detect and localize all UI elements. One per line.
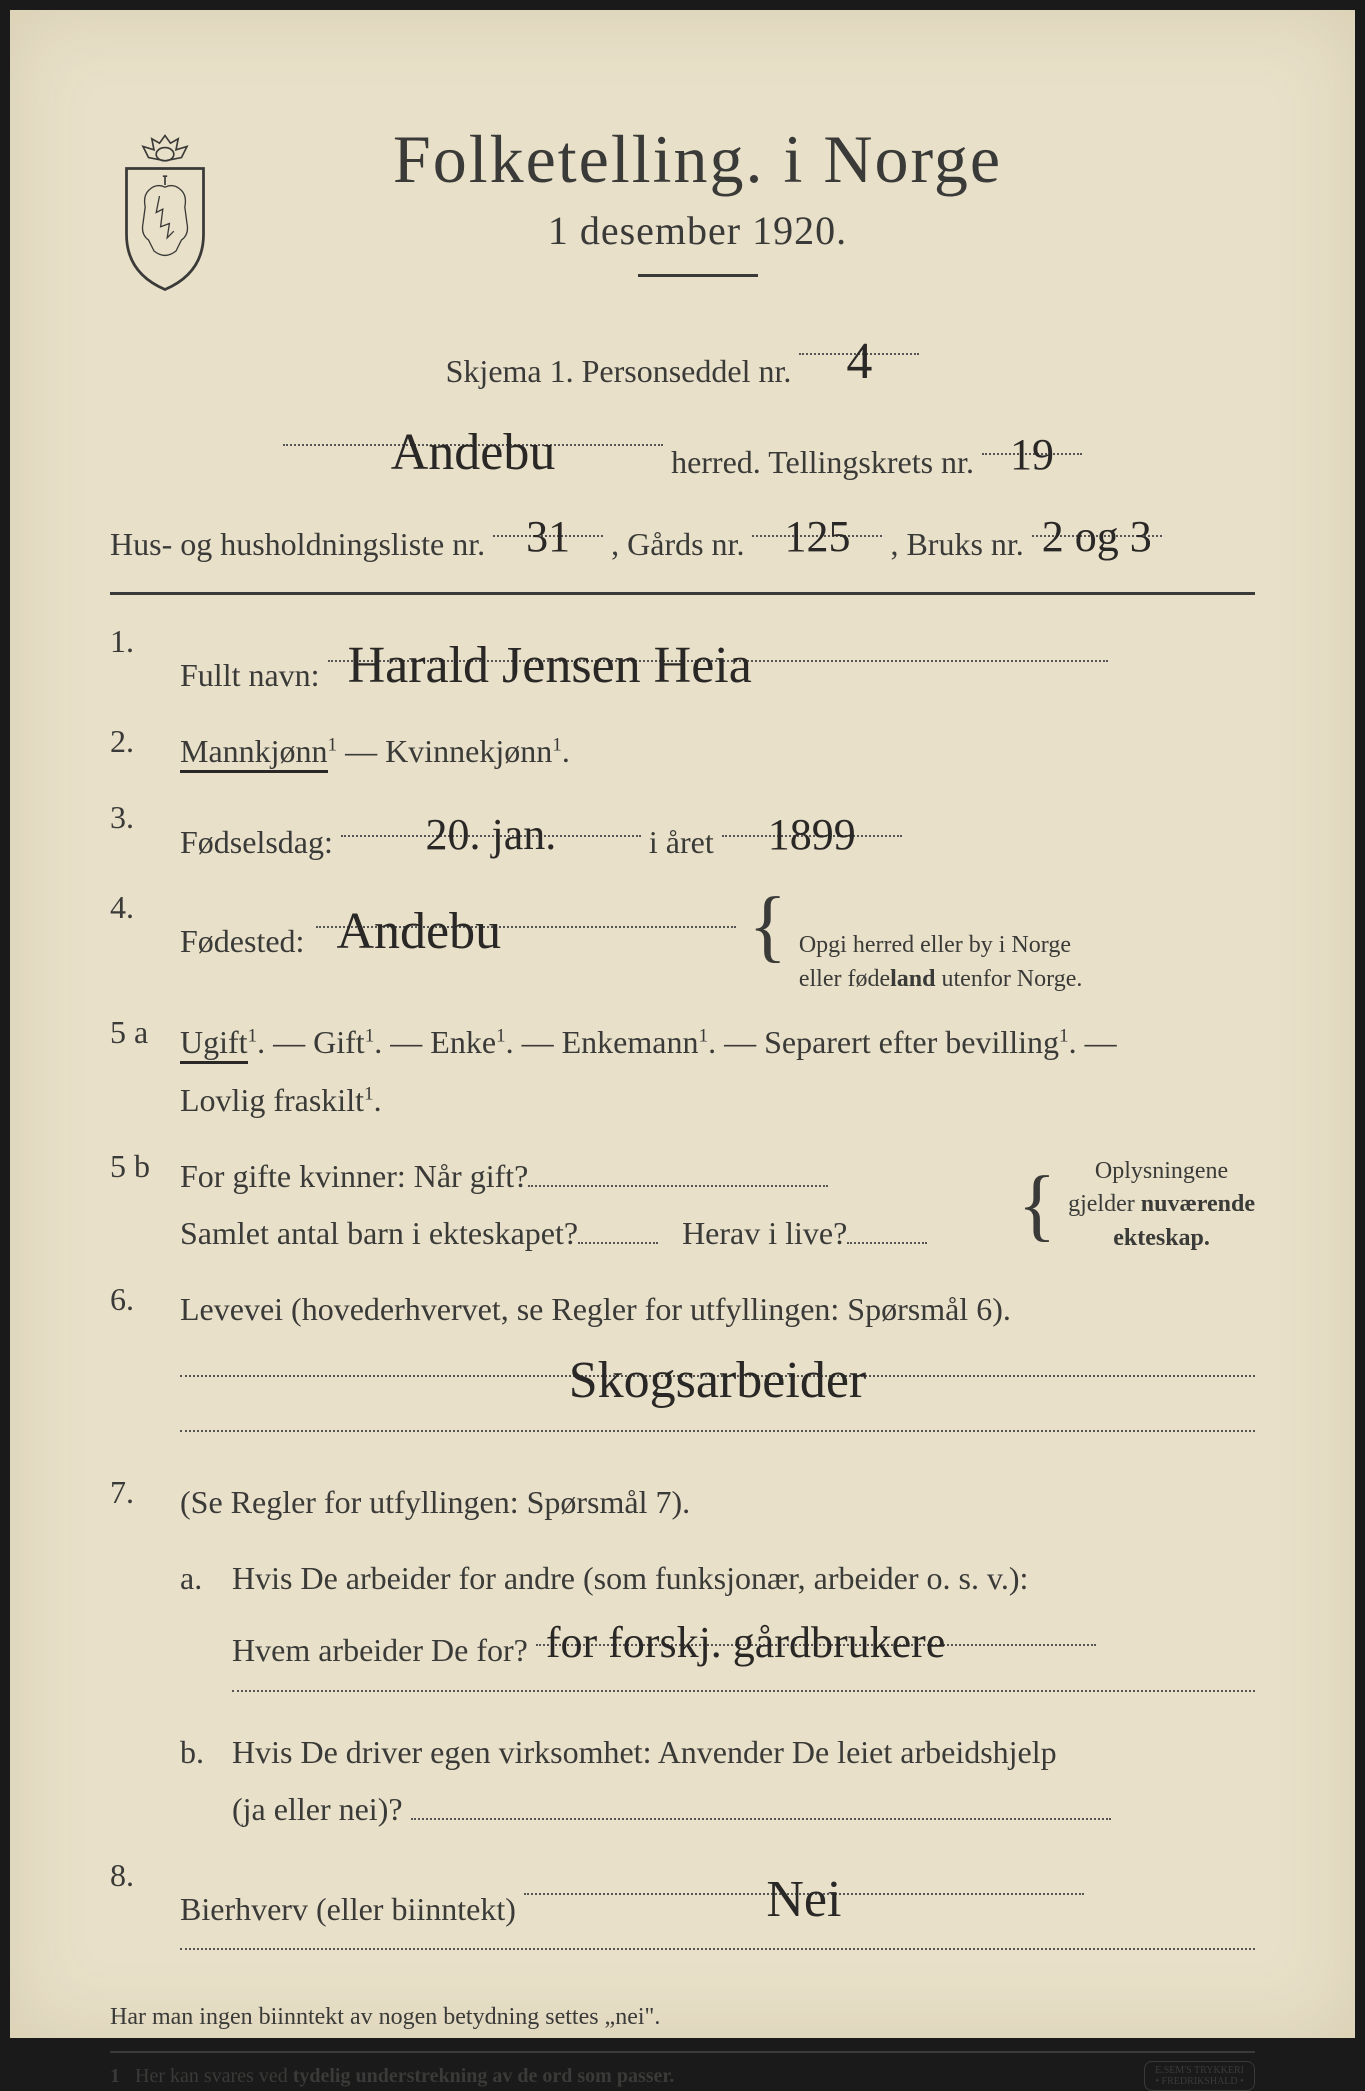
skjema-line: Skjema 1. Personseddel nr. 4 [110, 317, 1255, 402]
personseddel-nr: 4 [846, 313, 872, 412]
husholding-nr: 31 [526, 495, 570, 579]
q4-label: Fødested: [180, 913, 304, 971]
q5b-l1a: For gifte kvinner: Når gift? [180, 1158, 528, 1194]
tellingskrets-nr: 19 [1010, 413, 1054, 497]
q5a-lovlig: Lovlig fraskilt [180, 1082, 364, 1118]
q5b-l2a: Samlet antal barn i ekteskapet? [180, 1215, 578, 1251]
q3-year-label: i året [649, 824, 714, 860]
q5b-l2b: Herav i live? [682, 1215, 847, 1251]
printer-l2: • FREDRIKSHALD • [1156, 2076, 1244, 2087]
coat-of-arms-icon [110, 130, 220, 290]
q7a-l1: Hvis De arbeider for andre (som funksjon… [232, 1560, 1028, 1596]
q7-label: (Se Regler for utfyllingen: Spørsmål 7). [180, 1484, 690, 1520]
hus-line: Hus- og husholdningsliste nr. 31 , Gårds… [110, 499, 1255, 575]
subtitle: 1 desember 1920. [260, 207, 1135, 254]
q7a-value: for forskj. gårdbrukere [546, 1603, 946, 1682]
q5a-row: 5 a Ugift1. — Gift1. — Enke1. — Enkemann… [110, 1014, 1255, 1129]
q6-value: Skogsarbeider [569, 1334, 866, 1428]
q6-label: Levevei (hovederhvervet, se Regler for u… [180, 1291, 1011, 1327]
q5a-num: 5 a [110, 1014, 160, 1129]
q3-day: 20. jan. [426, 795, 557, 874]
q5b-note-l1: Oplysningene [1095, 1158, 1228, 1184]
herred-label: herred. Tellingskrets nr. [671, 444, 974, 480]
q5b-note-l2: gjelder nuværende [1068, 1191, 1255, 1217]
footnote-text: 1 Her kan svares ved tydelig understrekn… [110, 2065, 674, 2088]
census-form-page: Folketelling. i Norge 1 desember 1920. S… [10, 10, 1355, 2038]
q4-note-l1: Opgi herred eller by i Norge [799, 932, 1071, 958]
header: Folketelling. i Norge 1 desember 1920. [110, 120, 1255, 307]
skjema-label: Skjema 1. Personseddel nr. [446, 353, 792, 389]
q1-value: Harald Jensen Heia [348, 619, 752, 713]
title-block: Folketelling. i Norge 1 desember 1920. [260, 120, 1255, 307]
q8-num: 8. [110, 1857, 160, 1975]
q5a-separert: Separert efter bevilling [764, 1024, 1059, 1060]
gards-label: , Gårds nr. [611, 526, 744, 562]
q7a-label: a. [180, 1550, 220, 1608]
q5b-note: Oplysningene gjelder nuværende ekteskap. [1068, 1155, 1255, 1256]
q6-row: 6. Levevei (hovederhvervet, se Regler fo… [110, 1281, 1255, 1456]
q4-row: 4. Fødested: Andebu { Opgi herred eller … [110, 889, 1255, 996]
q3-label: Fødselsdag: [180, 824, 333, 860]
footnote-bar: 1 Her kan svares ved tydelig understrekn… [110, 2051, 1255, 2091]
q5b-num: 5 b [110, 1148, 160, 1263]
q2-row: 2. Mannkjønn1 — Kvinnekjønn1. [110, 723, 1255, 781]
bruks-label: , Bruks nr. [890, 526, 1023, 562]
q1-label: Fullt navn: [180, 657, 320, 693]
herred-value: Andebu [391, 404, 556, 503]
q8-blank-line [180, 1948, 1255, 1950]
q3-num: 3. [110, 799, 160, 872]
hus-label: Hus- og husholdningsliste nr. [110, 526, 485, 562]
q8-label: Bierhverv (eller biinntekt) [180, 1891, 516, 1927]
q5a-enkemann: Enkemann [562, 1024, 699, 1060]
q2-sup1: 1 [328, 734, 338, 755]
q7b-l1: Hvis De driver egen virksomhet: Anvender… [232, 1734, 1057, 1770]
brace-icon-2: { [1018, 1173, 1056, 1237]
q4-num: 4. [110, 889, 160, 996]
gards-nr: 125 [784, 495, 850, 579]
q8-row: 8. Bierhverv (eller biinntekt) Nei [110, 1857, 1255, 1975]
bruks-nr: 2 og 3 [1042, 495, 1152, 579]
q2-kvinne: Kvinnekjønn [385, 733, 552, 769]
q7-row: 7. (Se Regler for utfyllingen: Spørsmål … [110, 1474, 1255, 1839]
printer-stamp: E.SEM'S TRYKKERI • FREDRIKSHALD • [1144, 2061, 1255, 2091]
shield-svg [110, 130, 220, 295]
footer-note: Har man ingen biinntekt av nogen betydni… [110, 2004, 1255, 2031]
title-divider [638, 274, 758, 277]
q8-value: Nei [766, 1853, 841, 1947]
footnote-num: 1 [110, 2065, 120, 2087]
q2-num: 2. [110, 723, 160, 781]
q3-year: 1899 [768, 795, 856, 874]
q1-row: 1. Fullt navn: Harald Jensen Heia [110, 623, 1255, 705]
q5b-note-l3: ekteskap. [1113, 1225, 1210, 1251]
q7a-blank-line [232, 1690, 1255, 1692]
q7b-label: b. [180, 1724, 220, 1782]
q6-blank-line [180, 1430, 1255, 1432]
q6-num: 6. [110, 1281, 160, 1456]
q4-note-l2: eller fødeland utenfor Norge. [799, 966, 1083, 992]
q7b-l2: (ja eller nei)? [232, 1791, 403, 1827]
q5a-enke: Enke [430, 1024, 496, 1060]
q2-dash: — [337, 733, 385, 769]
q4-value: Andebu [336, 885, 501, 979]
main-title: Folketelling. i Norge [260, 120, 1135, 199]
q7a-l2: Hvem arbeider De for? [232, 1632, 528, 1668]
q7-num: 7. [110, 1474, 160, 1839]
q5a-gift: Gift [313, 1024, 365, 1060]
printer-l1: E.SEM'S TRYKKERI [1155, 2065, 1244, 2076]
q2-mann: Mannkjønn [180, 733, 328, 773]
form-divider [110, 592, 1255, 595]
q3-row: 3. Fødselsdag: 20. jan. i året 1899 [110, 799, 1255, 872]
q2-sup2: 1 [552, 734, 562, 755]
herred-line: Andebu herred. Tellingskrets nr. 19 [110, 408, 1255, 493]
q4-note: Opgi herred eller by i Norge eller fødel… [799, 929, 1083, 996]
brace-icon: { [748, 894, 786, 958]
q5b-row: 5 b For gifte kvinner: Når gift? Samlet … [110, 1148, 1255, 1263]
q1-num: 1. [110, 623, 160, 705]
q5a-ugift: Ugift [180, 1024, 248, 1064]
